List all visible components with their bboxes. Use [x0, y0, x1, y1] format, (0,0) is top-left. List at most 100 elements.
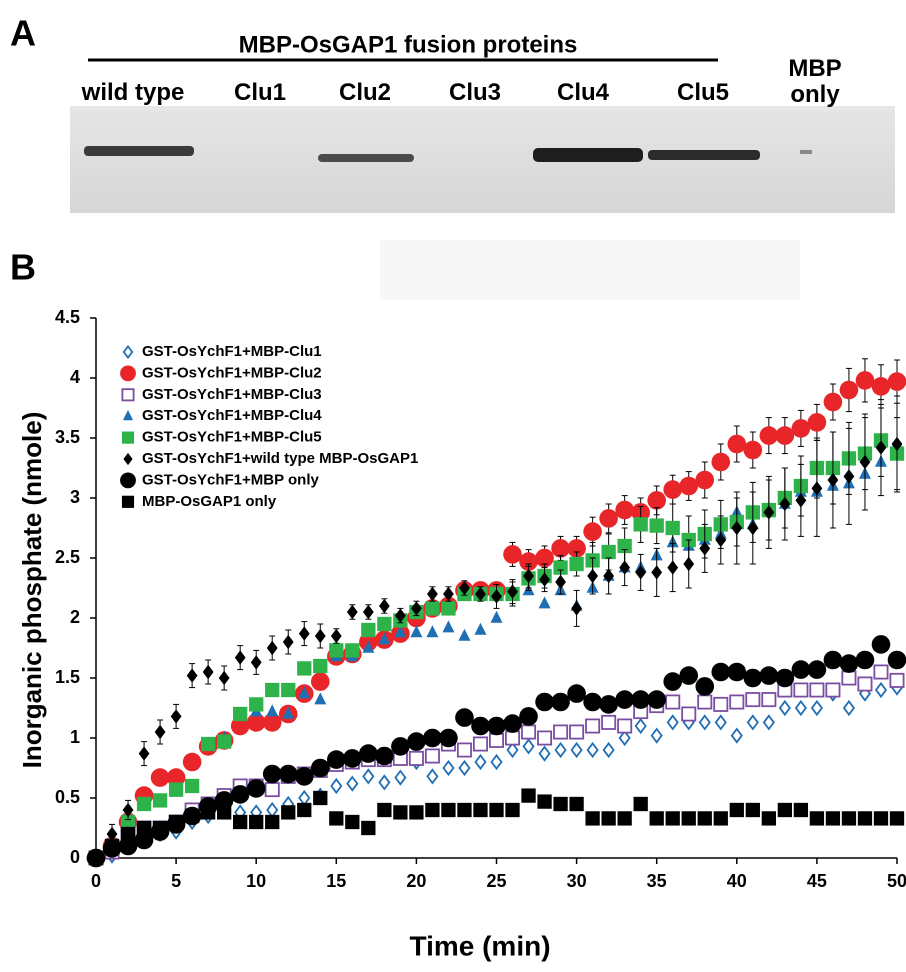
data-point	[121, 827, 135, 841]
data-point	[315, 629, 326, 643]
data-point	[618, 719, 631, 732]
x-tick-label: 30	[567, 871, 587, 891]
data-point	[588, 743, 598, 756]
legend-marker	[120, 365, 136, 381]
data-point	[267, 641, 278, 655]
data-point	[460, 761, 470, 774]
data-point	[650, 518, 664, 532]
data-point	[856, 371, 875, 390]
data-point	[265, 683, 279, 697]
data-point	[748, 716, 758, 729]
gel-band	[84, 146, 194, 156]
data-point	[151, 768, 170, 787]
data-point	[503, 545, 522, 564]
data-point	[667, 560, 678, 574]
data-point	[842, 671, 855, 684]
gel-band	[800, 150, 812, 154]
data-point	[634, 517, 648, 531]
y-tick-label: 4	[70, 367, 80, 387]
data-point	[679, 477, 698, 496]
legend-label: GST-OsYchF1+MBP-Clu5	[142, 429, 322, 446]
data-point	[329, 811, 343, 825]
data-point	[808, 413, 827, 432]
data-point	[888, 372, 906, 391]
data-point	[201, 805, 215, 819]
lane-label: wild type	[60, 80, 206, 106]
data-point	[586, 719, 599, 732]
data-point	[299, 791, 309, 804]
data-point	[345, 815, 359, 829]
data-point	[663, 480, 682, 499]
legend-marker	[123, 410, 133, 420]
data-point	[442, 620, 454, 632]
data-point	[505, 803, 519, 817]
data-point	[604, 743, 614, 756]
data-point	[476, 755, 486, 768]
gel-image	[70, 106, 895, 213]
data-point	[698, 695, 711, 708]
data-point	[331, 629, 342, 643]
data-point	[249, 697, 263, 711]
panel-label: A	[10, 13, 36, 54]
data-point	[776, 426, 795, 445]
data-point	[474, 623, 486, 635]
data-point	[746, 803, 760, 817]
data-point	[744, 441, 763, 460]
data-point	[876, 683, 886, 696]
data-point	[553, 797, 567, 811]
data-point	[426, 749, 439, 762]
data-point	[732, 729, 742, 742]
data-point	[455, 708, 474, 727]
data-point	[780, 701, 790, 714]
data-point	[427, 587, 438, 601]
gel-title: MBP-OsGAP1 fusion proteins	[239, 31, 578, 58]
data-point	[572, 743, 582, 756]
data-point	[458, 743, 471, 756]
data-point	[730, 803, 744, 817]
data-point	[283, 635, 294, 649]
data-point	[571, 601, 582, 615]
data-point	[171, 709, 182, 723]
data-point	[311, 672, 330, 691]
data-point	[601, 545, 615, 559]
y-axis-title: Inorganic phosphate (nmole)	[17, 412, 47, 769]
data-point	[890, 674, 903, 687]
x-tick-label: 25	[486, 871, 506, 891]
data-point	[201, 737, 215, 751]
y-tick-label: 3	[70, 487, 80, 507]
data-point	[858, 677, 871, 690]
data-point	[347, 605, 358, 619]
data-point	[314, 692, 326, 704]
data-point	[491, 611, 503, 623]
data-point	[826, 683, 839, 696]
gel-band	[533, 148, 643, 162]
data-point	[393, 805, 407, 819]
data-point	[169, 782, 183, 796]
data-point	[652, 729, 662, 742]
gel-shadow	[380, 240, 800, 300]
y-tick-label: 0	[70, 847, 80, 867]
data-point	[492, 755, 502, 768]
data-point	[700, 716, 710, 729]
data-point	[711, 453, 730, 472]
data-point	[872, 635, 891, 654]
data-point	[265, 815, 279, 829]
data-point	[379, 776, 389, 789]
data-point	[796, 701, 806, 714]
data-point	[647, 491, 666, 510]
data-point	[824, 393, 843, 412]
data-point	[599, 695, 618, 714]
data-point	[347, 777, 357, 790]
data-point	[583, 693, 602, 712]
data-point	[634, 797, 648, 811]
legend-marker	[122, 432, 134, 444]
data-point	[683, 557, 694, 571]
data-point	[471, 717, 490, 736]
legend-label: GST-OsYchF1+wild type MBP-OsGAP1	[142, 450, 418, 467]
data-point	[313, 791, 327, 805]
data-point	[587, 569, 598, 583]
data-point	[619, 560, 630, 574]
figure: A MBP-OsGAP1 fusion proteins B Time (min…	[0, 0, 906, 972]
data-point	[329, 643, 343, 657]
panel-label: B	[10, 247, 36, 288]
